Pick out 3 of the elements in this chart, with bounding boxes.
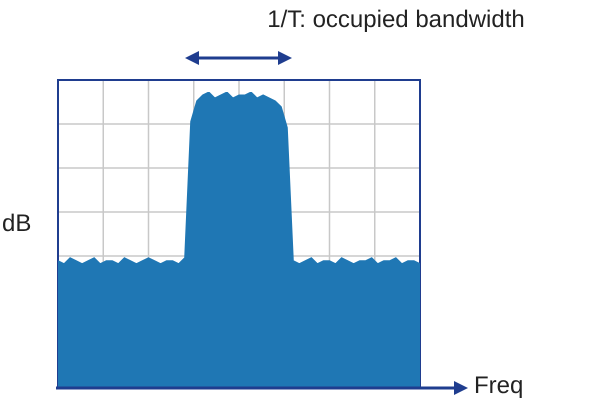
y-axis-title: dB [2,210,32,238]
x-axis-title: Freq [474,372,524,400]
text: 1/T: occupied bandwidth [266,6,526,34]
